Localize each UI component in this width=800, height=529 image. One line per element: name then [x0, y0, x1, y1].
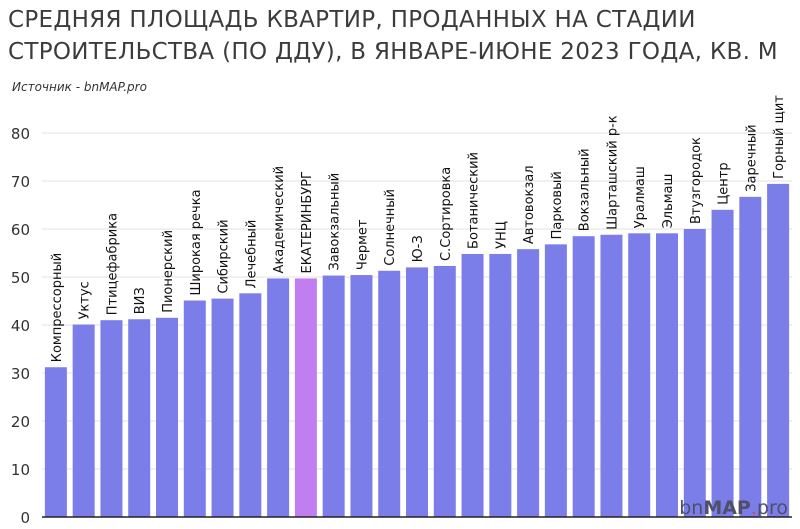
bar-category-label: С.Сортировка — [439, 167, 454, 261]
logo-pro: pro — [756, 497, 788, 519]
bar-category-label: Птицефабрика — [105, 213, 120, 315]
y-tick-label: 70 — [11, 173, 30, 191]
bar-category-label: Автовокзал — [522, 165, 537, 244]
bar — [100, 320, 123, 517]
bar-category-label: УНЦ — [494, 221, 509, 249]
bar-category-label: Лечебный — [244, 220, 259, 289]
y-tick-label: 30 — [11, 365, 30, 383]
bar — [211, 298, 234, 517]
bar — [739, 196, 762, 517]
bar-category-label: Парковый — [550, 171, 565, 239]
y-tick-label: 40 — [11, 317, 30, 335]
bar-category-label: Ботанический — [467, 152, 482, 249]
bar — [656, 233, 678, 517]
bar-category-label: Ю-З — [411, 235, 426, 262]
bar-category-label: Втузгородок — [689, 137, 704, 224]
bar-category-label: Пионерский — [161, 230, 176, 313]
bar-category-label: Уктус — [78, 281, 93, 319]
y-tick-label: 80 — [11, 125, 30, 143]
bar — [267, 278, 290, 517]
bar — [489, 253, 512, 517]
bar-category-label: Эльмаш — [661, 174, 676, 229]
bar-category-label: Заречный — [744, 124, 759, 191]
bar — [183, 300, 206, 517]
bar — [406, 267, 428, 517]
bar — [44, 367, 67, 517]
logo-dot: . — [750, 497, 757, 519]
bar — [322, 275, 345, 517]
bar — [767, 183, 790, 517]
y-tick-label: 0 — [20, 509, 30, 527]
bar — [572, 236, 595, 517]
y-tick-label: 20 — [11, 413, 30, 431]
y-tick-label: 50 — [11, 269, 30, 287]
bar-category-label: Широкая речка — [189, 189, 204, 295]
bar — [294, 278, 317, 517]
bar-category-label: Академический — [272, 166, 287, 274]
bar — [600, 234, 623, 517]
bar — [433, 265, 456, 517]
bar-category-label: Завокзальный — [328, 173, 343, 271]
bar — [72, 324, 95, 517]
bar-category-label: Чермет — [355, 219, 370, 270]
bar — [628, 233, 651, 517]
y-tick-label: 60 — [11, 221, 30, 239]
bar — [461, 253, 484, 517]
logo-bn: bn — [679, 497, 704, 519]
bar-category-label: ВИЗ — [133, 287, 148, 314]
bar-category-label: Уралмаш — [633, 166, 648, 228]
bar — [350, 275, 373, 517]
bar-category-label: ЕКАТЕРИНБУРГ — [300, 171, 315, 274]
bar-category-label: Солнечный — [383, 189, 398, 266]
bar-category-label: Вокзальный — [578, 148, 593, 231]
bar-category-label: Центр — [717, 162, 732, 204]
bar-category-label: Шарташский р-к — [605, 115, 620, 230]
bar-category-label: Горный щит — [772, 95, 787, 179]
bar — [239, 293, 262, 517]
bar — [378, 270, 401, 517]
bar — [711, 209, 734, 518]
y-tick-label: 10 — [11, 461, 30, 479]
bar-category-label: Сибирский — [217, 219, 232, 293]
source-note: Источник - bnMAP.pro — [12, 80, 147, 94]
logo-map: MAP — [703, 497, 751, 519]
bar-category-label: Компрессорный — [50, 253, 65, 362]
bar — [128, 319, 151, 517]
bar — [517, 249, 540, 517]
bar — [683, 229, 706, 517]
chart-title: СРЕДНЯЯ ПЛОЩАДЬ КВАРТИР, ПРОДАННЫХ НА СТ… — [8, 4, 788, 68]
bnmap-logo: bnMAP.pro — [679, 497, 788, 519]
chart-title-line1: СРЕДНЯЯ ПЛОЩАДЬ КВАРТИР, ПРОДАННЫХ НА СТ… — [8, 7, 696, 33]
chart-title-line2: СТРОИТЕЛЬСТВА (ПО ДДУ), В ЯНВАРЕ-ИЮНЕ 20… — [8, 39, 778, 65]
bar — [156, 317, 178, 517]
bar — [544, 244, 567, 518]
